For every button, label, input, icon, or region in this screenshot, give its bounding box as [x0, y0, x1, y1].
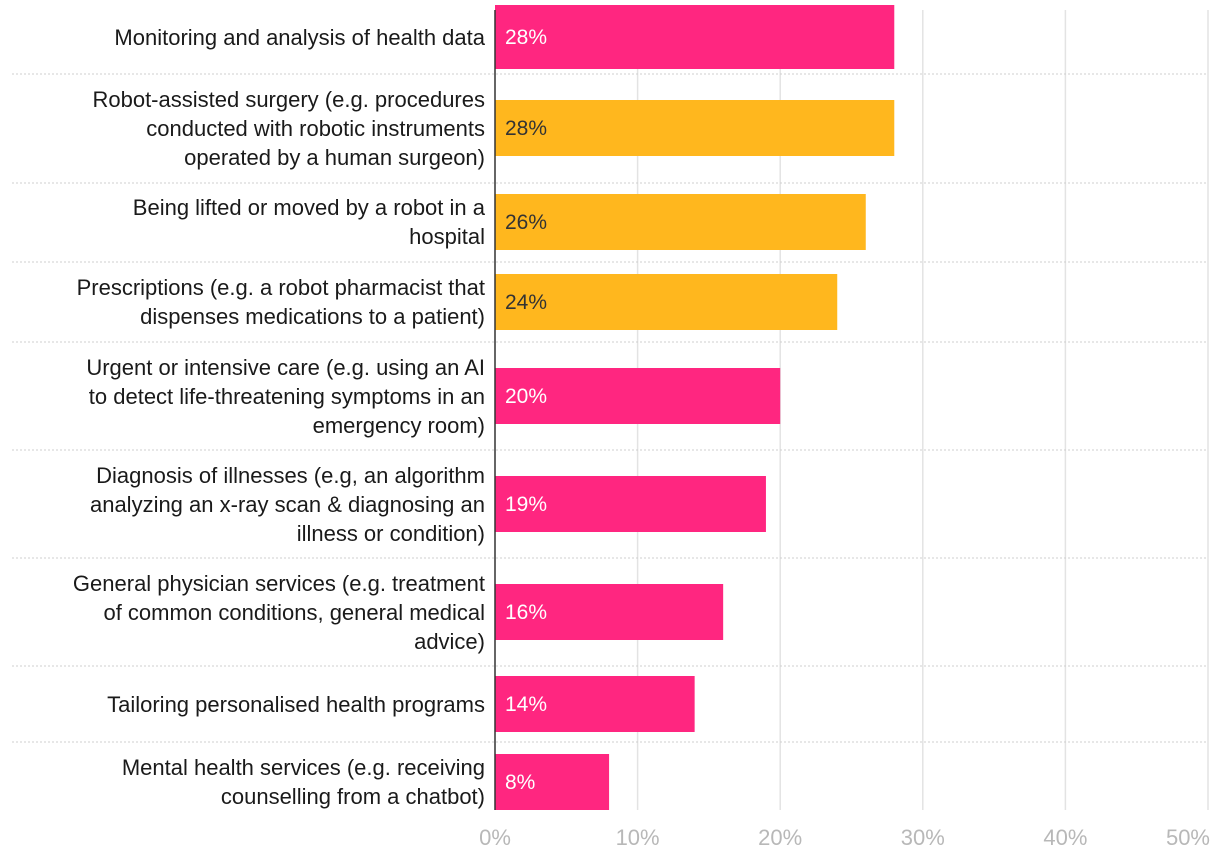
x-tick-label: 20%	[758, 825, 802, 850]
bar	[495, 274, 838, 330]
category-label-line: Diagnosis of illnesses (e.g, an algorith…	[96, 462, 485, 488]
row-separators	[12, 73, 1208, 743]
bars: 28% 28% 26% 24% 20% 19% 16% 14% 8%	[495, 5, 895, 810]
bar-value-label: 24%	[505, 291, 547, 314]
category-label-line: Robot-assisted surgery (e.g. procedures	[92, 86, 485, 112]
bar	[495, 584, 724, 640]
category-label: Diagnosis of illnesses (e.g, an algorith…	[0, 461, 485, 548]
bar-value-label: 16%	[505, 601, 547, 624]
category-label: Urgent or intensive care (e.g. using an …	[0, 353, 485, 440]
category-label: Tailoring personalised health programs	[0, 690, 485, 719]
category-label-line: hospital	[409, 224, 485, 249]
category-label-line: Urgent or intensive care (e.g. using an …	[86, 354, 485, 380]
category-label: Being lifted or moved by a robot in a hos…	[0, 193, 485, 251]
x-tick-label: 0%	[479, 825, 511, 850]
bar	[495, 100, 895, 156]
category-label-line: Tailoring personalised health programs	[107, 691, 485, 717]
category-label-line: Being lifted or moved by a robot in a	[132, 195, 485, 220]
category-label: Mental health services (e.g. receiving co…	[0, 753, 485, 811]
category-label: Prescriptions (e.g. a robot pharmacist t…	[0, 273, 485, 331]
category-label-line: Prescriptions (e.g. a robot pharmacist t…	[76, 275, 485, 300]
category-label-line: counselling from a chatbot)	[220, 784, 485, 809]
bar-value-label: 8%	[505, 771, 535, 794]
bar-value-label: 14%	[505, 693, 547, 716]
category-label: Robot-assisted surgery (e.g. procedures c…	[0, 85, 485, 172]
category-label-line: analyzing an x-ray scan & diagnosing an	[89, 491, 485, 517]
category-label: General physician services (e.g. treatme…	[0, 569, 485, 656]
bar-value-label: 28%	[505, 117, 547, 140]
category-label-line: General physician services (e.g. treatme…	[72, 570, 485, 596]
category-label-line: conducted with robotic instruments	[146, 115, 485, 141]
category-label-line: to detect life-threatening symptoms in a…	[88, 383, 485, 409]
x-tick-label: 10%	[616, 825, 660, 850]
category-label-line: illness or condition)	[296, 520, 485, 546]
bar-value-label: 20%	[505, 385, 547, 408]
bar	[495, 368, 781, 424]
category-label-line: Mental health services (e.g. receiving	[121, 755, 485, 780]
x-tick-label: 30%	[901, 825, 945, 850]
x-tick-label: 40%	[1043, 825, 1087, 850]
x-tick-labels: 0% 10% 20% 30% 40% 50%	[479, 825, 1210, 850]
bar	[495, 676, 695, 732]
category-label-line: Monitoring and analysis of health data	[114, 24, 485, 50]
category-label-line: advice)	[414, 628, 485, 654]
bar	[495, 194, 866, 250]
bar-value-label: 19%	[505, 493, 547, 516]
bar	[495, 754, 610, 810]
bar-value-label: 28%	[505, 26, 547, 49]
bar	[495, 476, 766, 532]
category-label-line: emergency room)	[312, 412, 485, 438]
category-label-line: dispenses medications to a patient)	[140, 304, 485, 329]
x-tick-label: 50%	[1166, 825, 1210, 850]
bar	[495, 5, 895, 69]
category-label-line: operated by a human surgeon)	[184, 144, 485, 170]
bar-value-label: 26%	[505, 211, 547, 234]
category-label: Monitoring and analysis of health data	[0, 23, 485, 52]
category-label-line: of common conditions, general medical	[103, 599, 485, 625]
